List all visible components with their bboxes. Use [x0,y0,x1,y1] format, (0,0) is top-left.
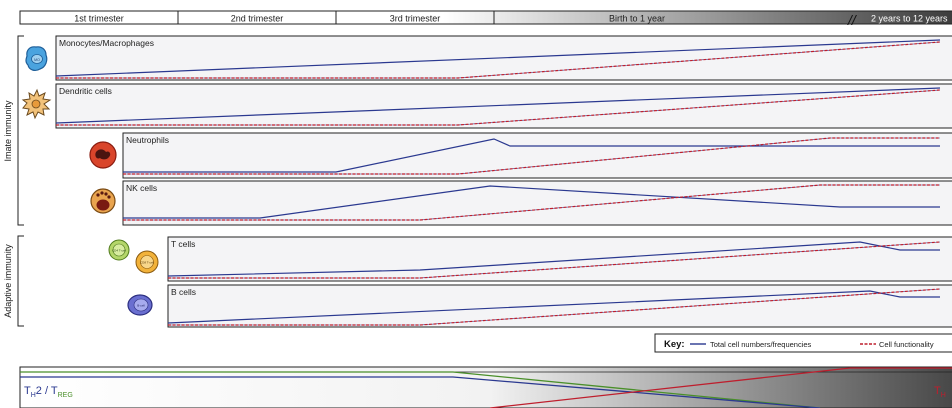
th2-treg-label: TH2 / TREG [24,385,73,399]
cell-panels: Monocytes/Macrophages Dendritic cells Neut… [55,35,952,328]
panel-label-dendritic-cells: Dendritic cells [59,86,112,96]
total-cell-line-t-cells [167,241,940,277]
timeline-header: 1st trimester 2nd trimester 3rd trimeste… [19,10,952,28]
neutrophil-icon [89,141,117,169]
panel-box [55,83,952,129]
period-2nd-trimester: 2nd trimester [231,14,284,24]
th-balance-bar: TH2 / TREG TH [19,366,952,408]
functionality-line-monocytes-macrophages [56,41,941,79]
total-cell-line-monocytes-macrophages [55,39,941,77]
cd8-icon-label: CD8 T-cell [140,261,154,265]
functionality-line-accent-dendritic-cells [56,89,941,126]
b-cell-icon: B-cell [127,294,153,316]
key-legend: Key: Total cell numbers/frequencies Cell… [654,333,952,353]
functionality-line-neutrophils [123,137,940,175]
total-cell-line-neutrophils [123,138,940,173]
adaptive-group-bracket: Adaptive immunity [3,235,24,327]
period-1st-trimester: 1st trimester [74,14,124,24]
functionality-line-accent-monocytes-macrophages [56,41,941,79]
cd4-icon-label: CD4 T-cell [112,249,126,253]
panel-label-monocytes-macrophages: Monocytes/Macrophages [59,38,154,48]
panel-monocytes-macrophages: Monocytes/Macrophages [55,35,952,81]
cd4-t-cell-icon: CD4 T-cell [108,239,130,261]
panel-nk-cells: NK cells [122,180,952,226]
period-3rd-trimester: 3rd trimester [390,14,441,24]
cd8-t-cell-icon: CD8 T-cell [135,250,159,274]
th1-label: TH [934,385,946,399]
panel-label-neutrophils: Neutrophils [126,135,169,145]
total-cell-line-nk-cells [123,185,940,219]
total-cell-line-dendritic-cells [55,87,941,124]
functionality-line-accent-neutrophils [123,137,940,175]
functionality-line-accent-b-cells [168,288,941,326]
period-2-to-12-years: 2 years to 12 years [871,14,948,24]
total-cell-line-b-cells [167,290,940,324]
key-title: Key: [664,339,685,350]
panel-label-t-cells: T cells [171,239,195,249]
timeline-break-marker: // [847,12,858,28]
monocyte-icon-label: MO [34,58,40,62]
functionality-line-dendritic-cells [56,89,941,126]
innate-immunity-label: Imate immunity [3,100,13,162]
key-function-label: Cell functionality [879,340,934,349]
panel-label-b-cells: B cells [171,287,196,297]
treg-line [20,371,821,408]
nk-cell-icon [90,188,116,214]
panel-dendritic-cells: Dendritic cells [55,83,952,129]
adaptive-immunity-label: Adaptive immunity [3,244,13,318]
panel-label-nk-cells: NK cells [126,183,157,193]
panel-box [167,284,952,328]
functionality-line-accent-t-cells [168,241,941,279]
th2-line [20,376,821,408]
dendritic-cell-icon [21,88,52,120]
functionality-line-accent-nk-cells [123,184,940,221]
panel-b-cells: B cells [167,284,952,328]
b-cell-icon-label: B-cell [137,304,145,308]
innate-group-bracket: Imate immunity [3,35,24,226]
panel-box [122,132,952,179]
th1-line [489,367,952,408]
key-total-label: Total cell numbers/frequencies [710,340,812,349]
panel-neutrophils: Neutrophils [122,132,952,179]
panel-t-cells: T cells [167,236,952,282]
monocyte-icon: MO [25,46,48,71]
period-birth-to-1-year: Birth to 1 year [609,14,665,24]
